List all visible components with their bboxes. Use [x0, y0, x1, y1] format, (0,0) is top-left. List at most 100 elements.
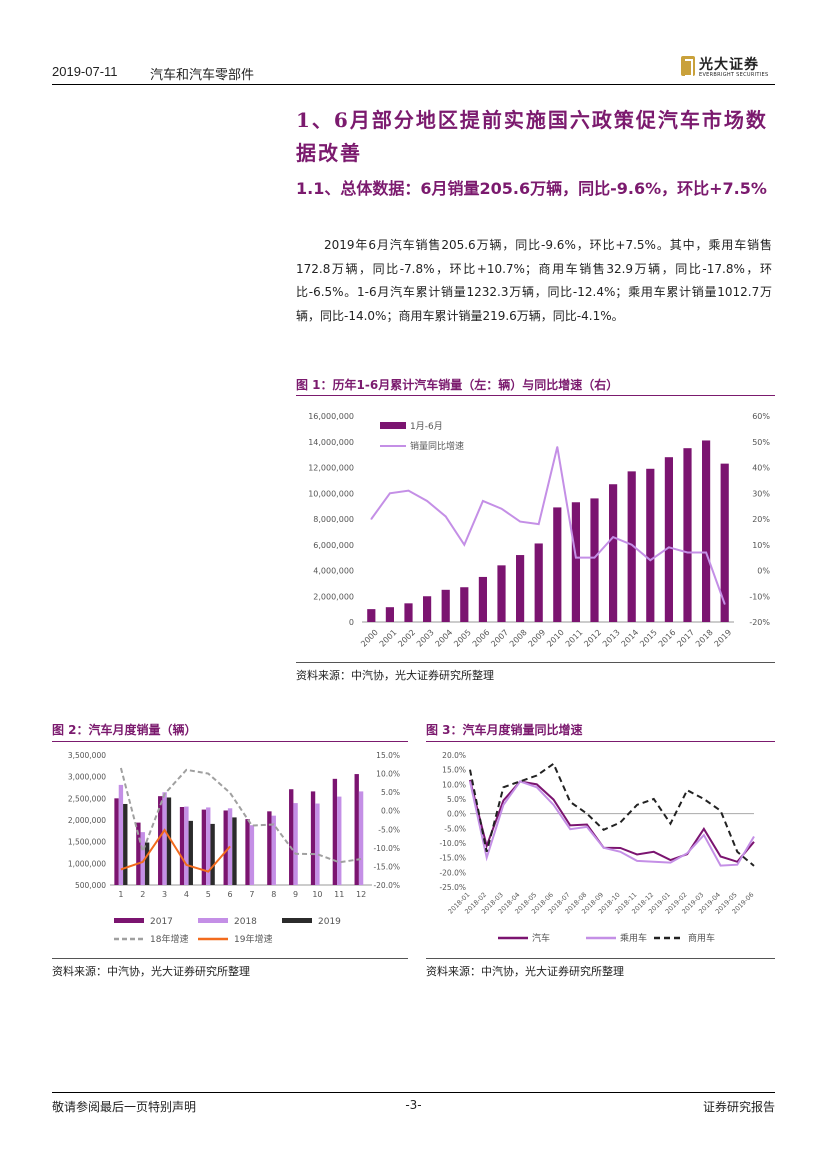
legend-swatch — [198, 918, 228, 923]
y-right-tick-label: 0.0% — [381, 807, 400, 816]
yoy-growth-point — [593, 556, 596, 559]
figure3-title-rule — [426, 741, 775, 742]
line-series-乘用车 — [469, 780, 755, 867]
yoy-growth-point — [668, 546, 670, 549]
bar-cumulative-sales — [664, 457, 673, 622]
bar-monthly-sales-2017 — [201, 809, 207, 885]
line-yoy-growth — [370, 446, 726, 605]
yoy-growth-point — [575, 556, 577, 559]
figure3-title: 图 3：汽车月度销量同比增速 — [426, 723, 583, 737]
x-tick-label: 2009 — [527, 628, 548, 649]
x-tick-label: 2006 — [471, 628, 492, 649]
header-rule — [52, 84, 775, 85]
x-tick-label: 2016 — [657, 628, 678, 649]
yoy-growth-point — [686, 551, 689, 554]
bar-monthly-sales-2017 — [332, 778, 338, 885]
x-tick-label: 7 — [249, 890, 254, 899]
figure1-source: 资料来源：中汽协，光大证券研究所整理 — [296, 669, 494, 682]
bar-cumulative-sales — [385, 607, 394, 622]
y-left-tick-label: 2,500,000 — [68, 794, 106, 803]
figure1-title-rule — [296, 395, 775, 396]
y-tick-label: -10.0% — [439, 839, 466, 848]
brand-logo: 光大证券 EVERBRIGHT SECURITIES — [681, 54, 773, 82]
y-right-tick-label: -15.0% — [373, 862, 400, 871]
bar-monthly-sales-2018 — [271, 815, 276, 885]
yoy-growth-point — [389, 492, 391, 495]
x-tick-label: 2007 — [489, 628, 510, 649]
bar-cumulative-sales — [478, 576, 487, 622]
bar-monthly-sales-2018 — [315, 803, 320, 885]
x-tick-label: 4 — [184, 890, 189, 899]
y-tick-label: 5.0% — [447, 795, 466, 804]
bar-cumulative-sales — [460, 587, 469, 622]
y-tick-label: 10.0% — [442, 780, 466, 789]
figure2-source: 资料来源：中汽协，光大证券研究所整理 — [52, 965, 250, 978]
y-right-tick-label: 15.0% — [376, 751, 400, 760]
bar-monthly-sales-2017 — [267, 811, 272, 885]
legend-swatch — [282, 918, 312, 923]
x-tick-label: 2014 — [620, 628, 641, 649]
y-left-tick-label: 1,500,000 — [68, 838, 106, 847]
bar-monthly-sales-2018 — [337, 796, 342, 885]
figure2-title-rule — [52, 741, 408, 742]
bar-cumulative-sales — [571, 502, 580, 622]
y-tick-label: 0.0% — [447, 810, 466, 819]
y-right-tick-label: 50% — [752, 438, 770, 447]
legend-label: 汽车 — [532, 932, 550, 944]
yoy-growth-point — [630, 543, 633, 546]
bar-monthly-sales-2018 — [140, 832, 145, 885]
figure2-source-rule — [52, 958, 408, 959]
line-growth-2018 — [119, 767, 362, 864]
y-right-tick-label: 5.0% — [381, 788, 400, 797]
yoy-growth-point — [407, 489, 410, 492]
x-tick-label: 2000 — [359, 628, 380, 649]
bar-cumulative-sales — [404, 603, 413, 622]
y-right-tick-label: 0% — [757, 567, 770, 576]
y-left-tick-label: 6,000,000 — [313, 541, 354, 550]
bar-cumulative-sales — [702, 440, 711, 622]
yoy-growth-point — [426, 500, 428, 502]
bar-cumulative-sales — [516, 555, 525, 622]
x-tick-label: 2012 — [582, 628, 603, 649]
legend-label: 2018 — [234, 917, 257, 927]
line-series-商用车 — [469, 762, 755, 867]
figure1-title: 图 1：历年1-6月累计汽车销量（左：辆）与同比增速（右） — [296, 378, 619, 392]
brand-name-en: EVERBRIGHT SECURITIES — [699, 72, 769, 78]
legend-label: 乘用车 — [620, 932, 647, 944]
x-tick-label: 2015 — [638, 628, 659, 649]
section-heading: 1、6月部分地区提前实施国六政策促汽车市场数据改善 — [296, 108, 768, 165]
y-right-tick-label: 20% — [752, 515, 770, 524]
legend-swatch-bar — [380, 422, 406, 429]
y-left-tick-label: 10,000,000 — [308, 489, 354, 498]
y-tick-label: 15.0% — [442, 766, 466, 775]
yoy-growth-point — [537, 523, 540, 525]
legend-label: 19年增速 — [234, 933, 272, 945]
legend-label-bar: 1月-6月 — [410, 421, 443, 432]
y-left-tick-label: 500,000 — [75, 881, 106, 890]
y-left-tick-label: 8,000,000 — [313, 515, 354, 524]
bar-cumulative-sales — [497, 565, 506, 622]
x-tick-label: 9 — [293, 890, 298, 899]
bar-cumulative-sales — [646, 468, 655, 622]
legend-label: 2017 — [150, 917, 173, 927]
yoy-growth-point — [482, 500, 484, 502]
bar-monthly-sales-2019 — [166, 797, 172, 885]
subsection-heading: 1.1、总体数据：6月销量205.6万辆，同比-9.6%，环比+7.5% — [296, 179, 767, 198]
y-right-tick-label: 10.0% — [376, 770, 400, 779]
bar-monthly-sales-2018 — [162, 792, 167, 885]
y-left-tick-label: 14,000,000 — [308, 438, 354, 447]
y-left-tick-label: 1,000,000 — [68, 859, 106, 868]
yoy-growth-point — [649, 559, 652, 561]
line-growth-2019 — [120, 828, 231, 873]
y-tick-label: -25.0% — [439, 883, 466, 892]
y-tick-label: 20.0% — [442, 751, 466, 760]
bar-monthly-sales-2018 — [358, 791, 364, 885]
x-tick-label: 2004 — [434, 628, 455, 649]
bar-monthly-sales-2017 — [289, 789, 294, 885]
bar-cumulative-sales — [534, 543, 543, 622]
x-tick-label: 11 — [334, 890, 344, 899]
y-right-tick-label: 30% — [752, 489, 770, 498]
footer-disclaimer: 敬请参阅最后一页特别声明 — [52, 1100, 197, 1114]
legend-swatch — [114, 918, 144, 923]
legend-label: 2019 — [318, 917, 341, 927]
